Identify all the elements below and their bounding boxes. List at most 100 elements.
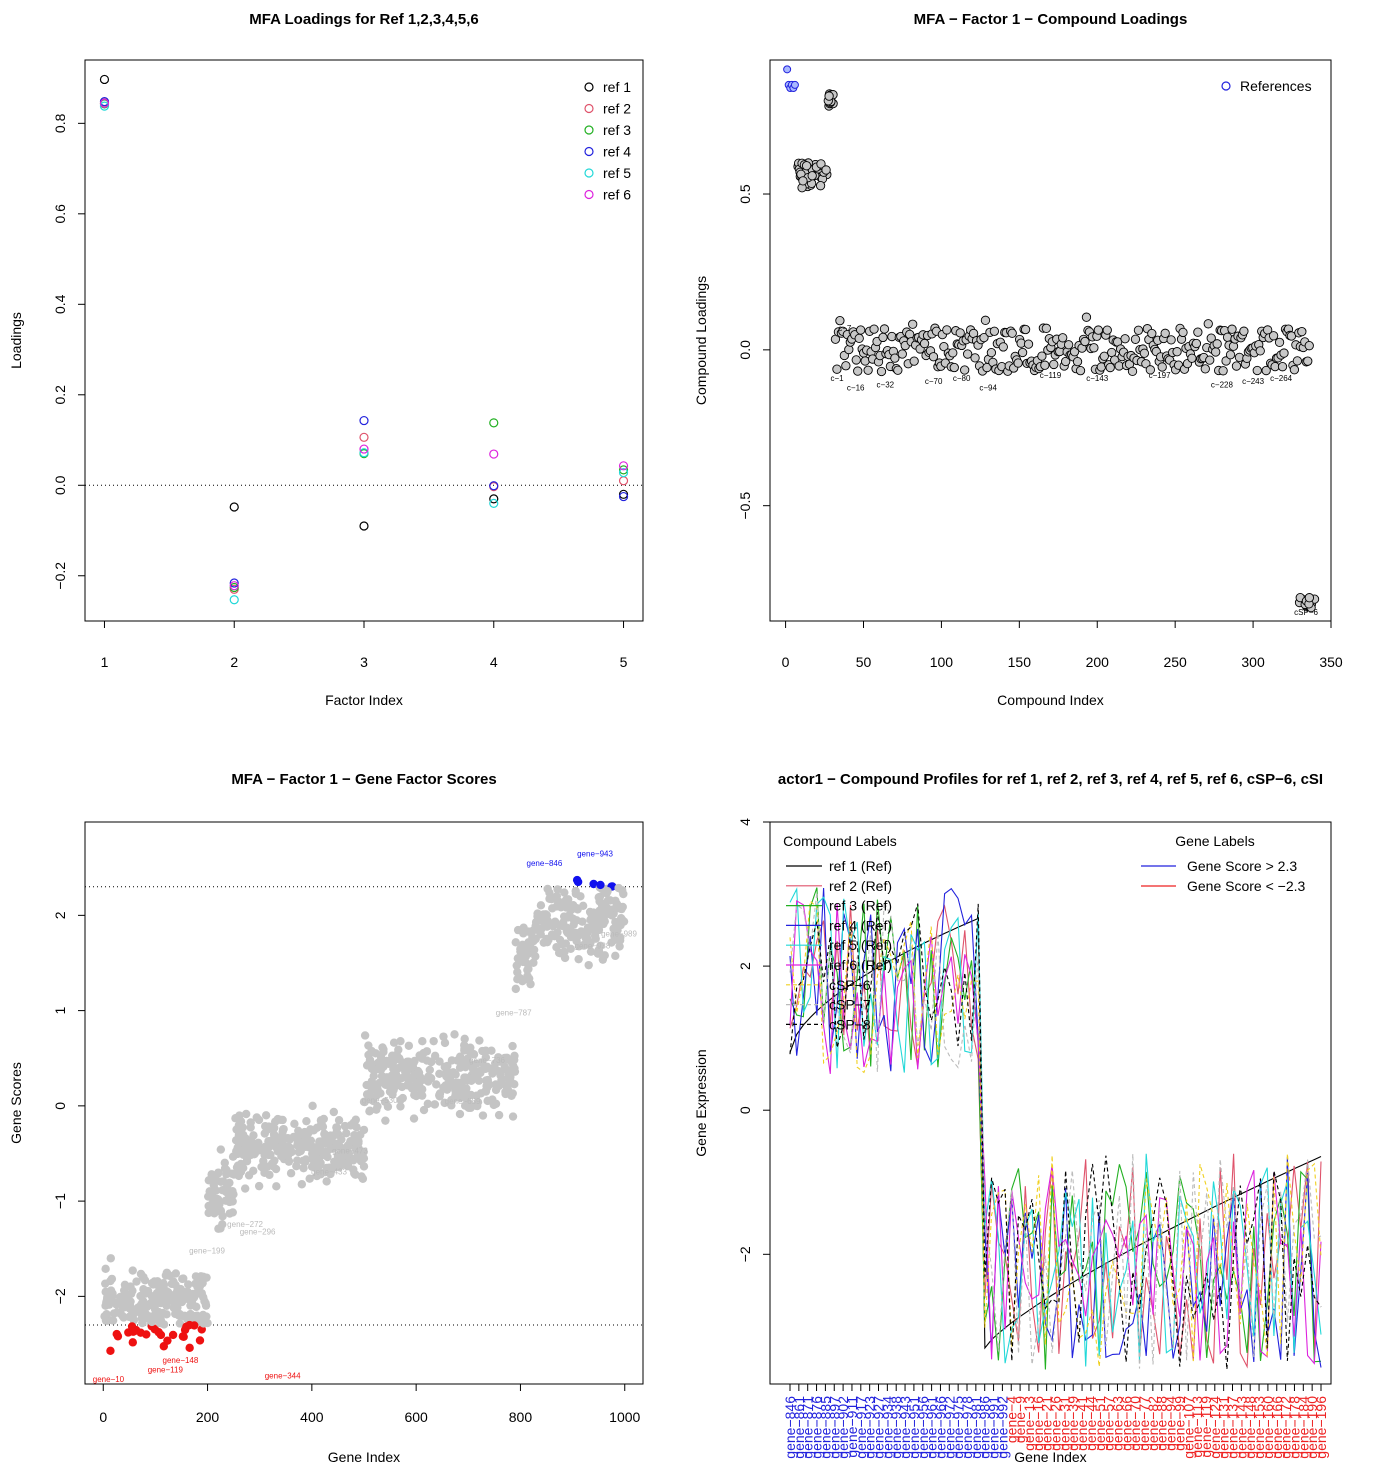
gene-point: [329, 1144, 339, 1153]
gene-tick-label: gene−951: [906, 1396, 922, 1459]
gene-point: [294, 1126, 303, 1135]
loading-point: [229, 595, 239, 605]
gene-point: [279, 1124, 288, 1134]
compound-point: [897, 349, 907, 359]
gene-point: [277, 1152, 286, 1161]
x-tick-label: 0: [99, 1409, 107, 1425]
gene-point: [206, 1200, 216, 1210]
gene-point: [106, 1254, 115, 1263]
x-tick-label: 350: [1319, 654, 1343, 670]
gene-point: [531, 952, 540, 961]
gene-point: [519, 923, 528, 932]
compound-point: [1069, 347, 1080, 357]
compound-point: [1268, 331, 1279, 341]
legend-label: Gene Score < −2.3: [1187, 878, 1306, 894]
gene-point-label: gene−943: [577, 849, 613, 858]
gene-point: [435, 1057, 444, 1066]
compound-point: [815, 181, 826, 191]
compound-point: [851, 355, 861, 365]
gene-point: [357, 1147, 366, 1156]
compound-point: [1222, 332, 1233, 342]
gene-tick-label: gene−82: [1145, 1396, 1161, 1451]
compound-point-label: c−243: [1242, 377, 1265, 386]
gene-tick-label: gene−196: [1313, 1396, 1329, 1459]
y-axis-label: Gene Scores: [8, 1062, 24, 1144]
compound-point: [1303, 356, 1313, 366]
compound-point: [1239, 326, 1249, 336]
gene-tick-label: gene−31: [1056, 1396, 1072, 1451]
gene-tick-label: gene−923: [862, 1396, 878, 1459]
y-tick-label: 0.4: [52, 294, 68, 314]
gene-tick-label: gene−991: [986, 1396, 1002, 1459]
compound-point: [1017, 347, 1028, 358]
gene-point: [326, 1169, 335, 1179]
gene-point: [464, 1098, 473, 1108]
y-tick-label: −0.5: [737, 492, 753, 520]
gene-point: [154, 1293, 164, 1302]
gene-point: [614, 883, 623, 893]
y-tick-label: 0: [737, 1106, 753, 1114]
gene-point: [455, 1063, 465, 1072]
compound-point: [856, 325, 866, 335]
x-tick-label: 50: [856, 654, 872, 670]
gene-point: [225, 1178, 234, 1188]
gene-point: [101, 1301, 110, 1310]
x-tick-label: 1000: [609, 1409, 640, 1425]
gene-point: [204, 1176, 214, 1185]
gene-point: [128, 1338, 137, 1347]
compound-point: [1231, 361, 1242, 371]
gene-point: [211, 1172, 220, 1181]
gene-point: [301, 1155, 311, 1164]
gene-point: [179, 1332, 188, 1341]
gene-point: [607, 938, 616, 947]
gene-point: [472, 1091, 481, 1100]
gene-point: [429, 1036, 438, 1046]
compound-point: [1089, 343, 1099, 353]
gene-point: [590, 931, 600, 940]
gene-point: [556, 898, 565, 907]
loading-point: [359, 432, 369, 442]
gene-tick-label: gene−88: [1154, 1396, 1170, 1451]
gene-tick-label: gene−160: [1260, 1396, 1276, 1459]
compound-point: [1041, 323, 1052, 333]
x-tick-label: 1: [101, 654, 109, 670]
gene-point: [422, 1047, 432, 1056]
gene-point: [296, 1146, 305, 1156]
gene-point: [481, 1064, 490, 1074]
y-tick-label: −1: [52, 1193, 68, 1209]
compound-point: [844, 344, 854, 355]
gene-point: [407, 1084, 417, 1093]
gene-point: [593, 912, 602, 922]
legend-label: ref 3 (Ref): [829, 898, 892, 914]
compound-point: [1191, 338, 1202, 349]
gene-point: [205, 1187, 214, 1196]
gene-tick-label: gene−871: [800, 1396, 816, 1459]
gene-point: [560, 888, 569, 897]
gene-point: [265, 1170, 274, 1180]
gene-tick-label: gene−148: [1242, 1396, 1258, 1459]
compound-point: [1157, 362, 1167, 372]
y-tick-label: 0.2: [52, 385, 68, 405]
gene-point: [360, 1031, 370, 1040]
gene-point: [475, 1036, 484, 1045]
legend-label: cSP−7: [829, 997, 871, 1013]
gene-point: [204, 1208, 213, 1218]
gene-point: [180, 1325, 190, 1335]
loading-point: [99, 98, 110, 109]
compound-point: [854, 333, 864, 344]
gene-point: [536, 929, 545, 938]
y-tick-label: 2: [52, 911, 68, 919]
plot-frame: [769, 821, 1332, 1385]
gene-point: [513, 974, 522, 984]
gene-point: [177, 1297, 187, 1307]
compound-point: [1205, 355, 1215, 365]
gene-tick-label: gene−966: [932, 1396, 948, 1459]
gene-point: [334, 1116, 344, 1125]
gene-point: [199, 1319, 208, 1328]
x-tick-label: 400: [300, 1409, 324, 1425]
gene-point: [211, 1186, 221, 1195]
gene-point: [409, 1070, 419, 1080]
gene-point: [316, 1170, 325, 1179]
y-axis-label: Gene Expression: [693, 1049, 709, 1156]
gene-point: [198, 1278, 207, 1288]
